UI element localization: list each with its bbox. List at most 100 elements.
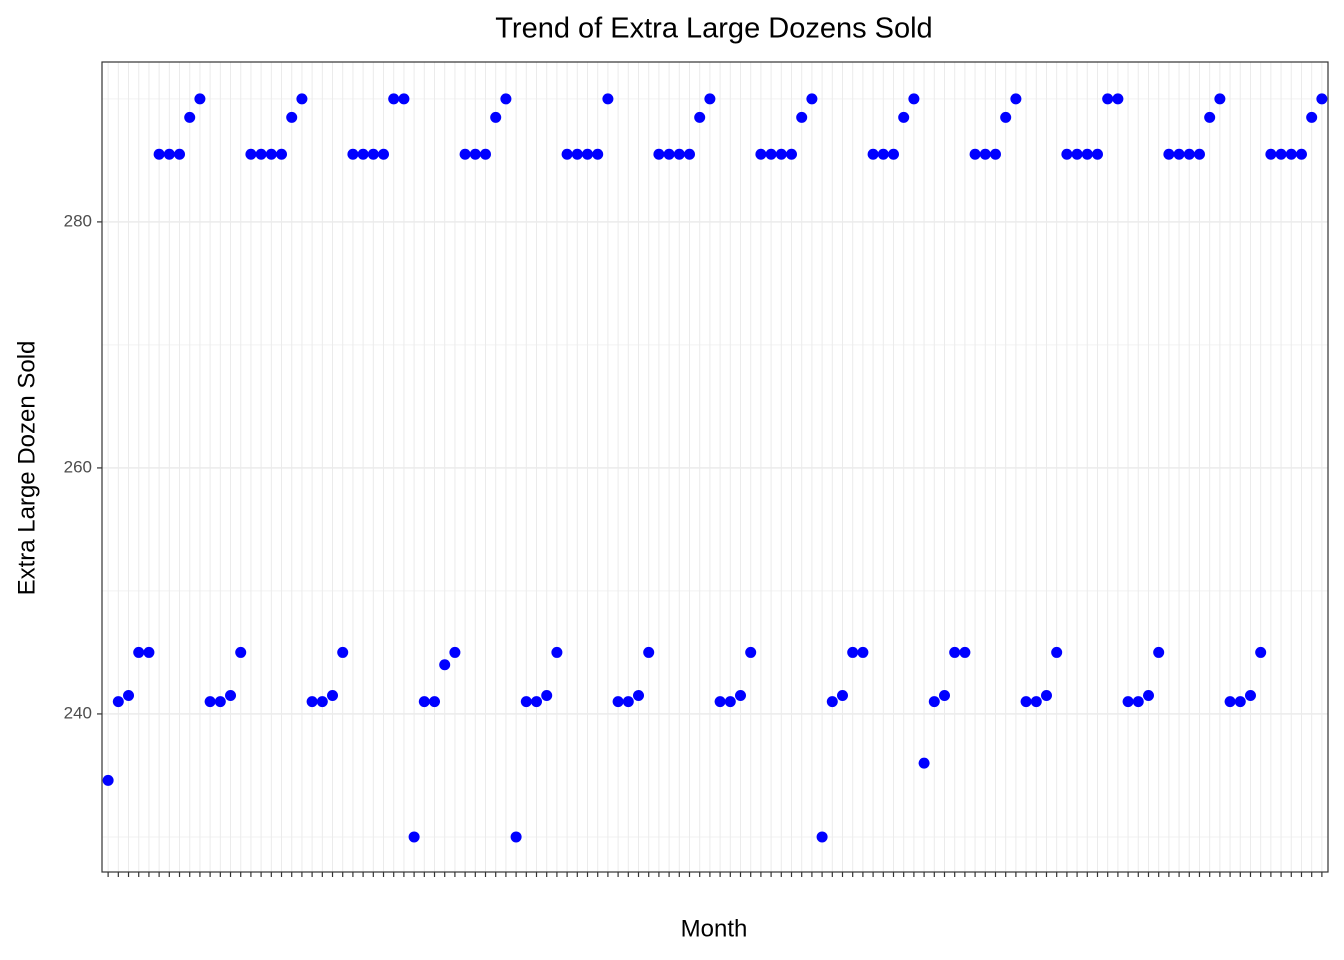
point — [806, 93, 818, 105]
point — [163, 148, 175, 160]
point — [918, 757, 930, 769]
point — [1163, 148, 1175, 160]
point — [643, 646, 655, 658]
point — [1193, 148, 1205, 160]
point — [214, 696, 226, 708]
point — [1112, 93, 1124, 105]
point — [500, 93, 512, 105]
point — [1234, 696, 1246, 708]
point — [480, 148, 492, 160]
point — [571, 148, 583, 160]
point — [276, 148, 288, 160]
point — [204, 696, 216, 708]
point — [1265, 148, 1277, 160]
point — [857, 646, 869, 658]
point — [1224, 696, 1236, 708]
point — [724, 696, 736, 708]
point — [1316, 93, 1328, 105]
point — [459, 148, 471, 160]
point — [1020, 696, 1032, 708]
point — [1306, 111, 1318, 123]
point — [765, 148, 777, 160]
point — [673, 148, 685, 160]
point — [531, 696, 543, 708]
point — [541, 689, 553, 701]
y-tick-label: 240 — [64, 703, 92, 722]
point — [449, 646, 461, 658]
point — [1010, 93, 1022, 105]
point — [490, 111, 502, 123]
point — [602, 93, 614, 105]
point — [826, 696, 838, 708]
chart-title: Trend of Extra Large Dozens Sold — [495, 13, 932, 45]
point — [1071, 148, 1083, 160]
point — [255, 148, 267, 160]
point — [785, 148, 797, 160]
point — [1030, 696, 1042, 708]
point — [418, 696, 430, 708]
point — [775, 148, 787, 160]
point — [867, 148, 879, 160]
point — [337, 646, 349, 658]
point — [429, 696, 441, 708]
point — [1051, 646, 1063, 658]
point — [388, 93, 400, 105]
y-tick-label: 280 — [64, 211, 92, 230]
point — [225, 689, 237, 701]
point — [684, 148, 696, 160]
point — [796, 111, 808, 123]
point — [734, 689, 746, 701]
point — [286, 111, 298, 123]
point — [235, 646, 247, 658]
point — [123, 689, 135, 701]
point — [398, 93, 410, 105]
point — [1061, 148, 1073, 160]
point — [989, 148, 1001, 160]
point — [1173, 148, 1185, 160]
point — [1153, 646, 1165, 658]
point — [592, 148, 604, 160]
point — [112, 696, 124, 708]
point — [316, 696, 328, 708]
point — [938, 689, 950, 701]
point — [306, 696, 318, 708]
point — [184, 111, 196, 123]
point — [1295, 148, 1307, 160]
point — [510, 831, 522, 843]
point — [133, 646, 145, 658]
point — [520, 696, 532, 708]
point — [694, 111, 706, 123]
point — [439, 659, 451, 671]
point — [551, 646, 563, 658]
point — [1000, 111, 1012, 123]
point — [1183, 148, 1195, 160]
point — [296, 93, 308, 105]
point — [612, 696, 624, 708]
point — [1255, 646, 1267, 658]
point — [745, 646, 757, 658]
point — [959, 646, 971, 658]
point — [347, 148, 359, 160]
grid — [102, 62, 1328, 872]
point — [836, 689, 848, 701]
point — [1040, 689, 1052, 701]
point — [1122, 696, 1134, 708]
point — [1091, 148, 1103, 160]
point — [816, 831, 828, 843]
point — [877, 148, 889, 160]
point — [327, 689, 339, 701]
point — [378, 148, 390, 160]
point — [714, 696, 726, 708]
point — [1132, 696, 1144, 708]
point — [469, 148, 481, 160]
point — [245, 148, 257, 160]
point — [367, 148, 379, 160]
point — [663, 148, 675, 160]
point — [633, 689, 645, 701]
point — [357, 148, 369, 160]
y-tick-label: 260 — [64, 457, 92, 476]
point — [102, 774, 114, 786]
